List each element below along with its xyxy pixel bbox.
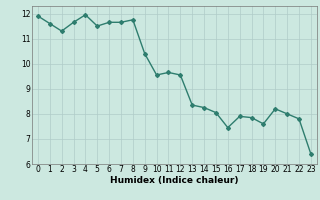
X-axis label: Humidex (Indice chaleur): Humidex (Indice chaleur) [110,176,239,185]
